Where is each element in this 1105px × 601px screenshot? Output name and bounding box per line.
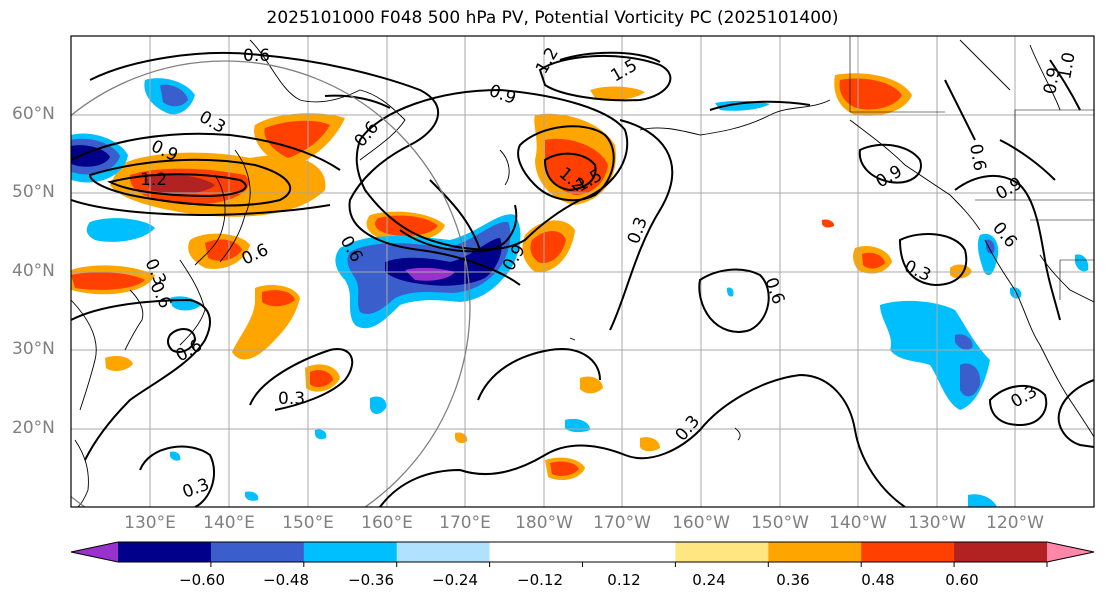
lat-label-60n: 60°N xyxy=(12,104,55,124)
contour-label: 0.6 xyxy=(243,46,270,66)
colorbar-cell xyxy=(489,542,583,562)
graticule xyxy=(71,36,1094,507)
coastlines xyxy=(71,39,1094,507)
colorbar-tick-label: 0.24 xyxy=(692,571,726,589)
negative-pv-shading xyxy=(71,78,1089,507)
lon-label: 170°W xyxy=(593,513,651,533)
lon-label: 150°E xyxy=(282,513,334,533)
contour-label: 0.3 xyxy=(624,214,652,246)
lat-label-20n: 20°N xyxy=(12,418,55,438)
reference-circle xyxy=(71,60,471,507)
colorbar xyxy=(70,541,1095,567)
lon-label: 160°W xyxy=(672,513,730,533)
lon-label: 140°E xyxy=(203,513,255,533)
lon-label: 130°E xyxy=(124,513,176,533)
colorbar-extend-high xyxy=(1047,542,1094,562)
lat-label-30n: 30°N xyxy=(12,339,55,359)
contour-label: 1.2 xyxy=(140,170,167,190)
colorbar-tick-label: 0.60 xyxy=(945,571,979,589)
colorbar-tick-label: −0.60 xyxy=(179,571,225,589)
contour-label: 0.3 xyxy=(901,256,934,286)
colorbar-tick-label: 0.12 xyxy=(607,571,641,589)
colorbar-ticks xyxy=(210,562,1048,567)
colorbar-cell xyxy=(303,542,398,562)
lon-label: 150°W xyxy=(751,513,809,533)
contour-label: 0.6 xyxy=(760,275,788,307)
contour-labels: 0.6 0.3 0.9 1.2 1.2 1.5 0.9 0.6 1.2 1.5 … xyxy=(140,44,1080,503)
contour-label: 0.6 xyxy=(965,142,989,172)
colorbar-tick-label: 0.48 xyxy=(861,571,895,589)
map-content: 0.6 0.3 0.9 1.2 1.2 1.5 0.9 0.6 1.2 1.5 … xyxy=(71,36,1094,507)
borders xyxy=(849,36,1094,300)
colorbar-tick-label: −0.24 xyxy=(432,571,478,589)
colorbar-cell xyxy=(582,542,676,562)
contour-label: 0.9 xyxy=(486,81,518,109)
colorbar-cell xyxy=(675,542,769,562)
contour-label: 0.9 xyxy=(873,161,906,192)
contour-label: 1.5 xyxy=(608,55,641,86)
colorbar-tick-label: −0.36 xyxy=(348,571,394,589)
lon-label: 120°W xyxy=(986,513,1044,533)
lon-label: 170°E xyxy=(439,513,491,533)
lon-label: 130°W xyxy=(908,513,966,533)
contour-label: 1.2 xyxy=(532,44,563,77)
positive-pv-shading xyxy=(71,73,972,480)
lat-label-50n: 50°N xyxy=(12,182,55,202)
contour-label: 1.0 xyxy=(1055,51,1079,81)
contour-label: 0.9 xyxy=(1040,66,1064,96)
map-title: 2025101000 F048 500 hPa PV, Potential Vo… xyxy=(266,8,839,28)
colorbar-tick-label: −0.12 xyxy=(517,571,563,589)
contour-label: 0.3 xyxy=(672,412,705,446)
lon-label: 180°W xyxy=(515,513,573,533)
contour-label: 0.3 xyxy=(180,475,212,503)
colorbar-tick-label: 0.36 xyxy=(776,571,810,589)
colorbar-cell xyxy=(768,542,862,562)
lon-label: 160°E xyxy=(361,513,413,533)
colorbar-cell xyxy=(210,542,305,562)
pv-contours xyxy=(71,51,1094,507)
colorbar-cells xyxy=(118,542,1048,562)
map-frame xyxy=(70,35,1095,508)
colorbar-extend-low xyxy=(71,542,118,562)
contour-label: 0.3 xyxy=(1008,381,1041,412)
lon-label: 140°W xyxy=(829,513,887,533)
colorbar-cell xyxy=(118,542,212,562)
colorbar-cell xyxy=(396,542,491,562)
colorbar-cell xyxy=(861,542,955,562)
contour-label: 0.3 xyxy=(278,389,305,409)
colorbar-cell xyxy=(954,542,1048,562)
lat-label-40n: 40°N xyxy=(12,261,55,281)
colorbar-tick-label: −0.48 xyxy=(263,571,309,589)
contour-label: 0.6 xyxy=(173,335,206,366)
